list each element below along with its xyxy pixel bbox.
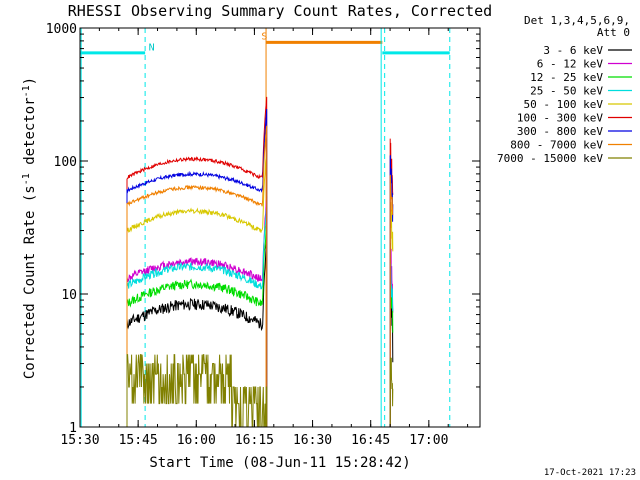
y-axis-label-sup1: -1 [21,173,32,185]
x-tick-label: 16:15 [235,433,274,448]
y-axis-label-part2: detector [22,97,38,173]
legend-label: 800 - 7000 keV [510,139,603,152]
y-tick-label: 1 [69,421,77,436]
x-tick-label: 17:00 [409,433,448,448]
legend-label: 100 - 300 keV [517,112,603,125]
y-axis-label-sup2: -1 [21,85,32,97]
y-tick-label: 100 [54,155,77,170]
x-tick-label: 15:45 [119,433,158,448]
legend-label: 12 - 25 keV [530,71,603,84]
series-line-1 [126,242,268,427]
x-axis-label: Start Time (08-Jun-11 15:28:42) [149,455,410,471]
y-tick-label: 10 [61,288,77,303]
legend-label: 50 - 100 keV [524,98,604,111]
y-axis-label: Corrected Count Rate (s-1 detector-1) [21,77,39,379]
series-line-b-8 [389,174,394,427]
flag-label: N [149,42,155,53]
legend-header-line: Att 0 [597,26,630,39]
x-tick-label: 16:45 [351,433,390,448]
series-line-b-7 [389,155,394,427]
series-line-7 [126,108,268,427]
flag-label: S [261,31,267,42]
y-axis-label-part1: Corrected Count Rate (s [22,185,38,379]
series-line-4 [126,207,268,427]
series-line-9 [126,354,268,427]
legend-label: 3 - 6 keV [543,44,603,57]
series-line-3 [126,226,268,427]
y-tick-label: 1000 [46,22,77,37]
series-line-b-9 [389,357,394,427]
series-line-5 [126,150,268,427]
legend-label: 25 - 50 keV [530,85,603,98]
series-line-6 [126,96,268,427]
y-axis-label-part3: ) [22,77,38,85]
legend-label: 7000 - 15000 keV [497,152,603,165]
chart-title: RHESSI Observing Summary Count Rates, Co… [68,2,492,20]
series-line-2 [126,196,268,427]
plot-frame [79,27,481,428]
series-line-8 [126,125,268,427]
x-tick-label: 15:30 [60,433,99,448]
legend-label: 6 - 12 keV [537,58,604,71]
legend-label: 300 - 800 keV [517,125,603,138]
footer-timestamp: 17-Oct-2021 17:23 [544,468,636,478]
x-tick-label: 16:30 [293,433,332,448]
x-tick-label: 16:00 [177,433,216,448]
legend-header-line: Det 1,3,4,5,6,9, [524,14,630,27]
